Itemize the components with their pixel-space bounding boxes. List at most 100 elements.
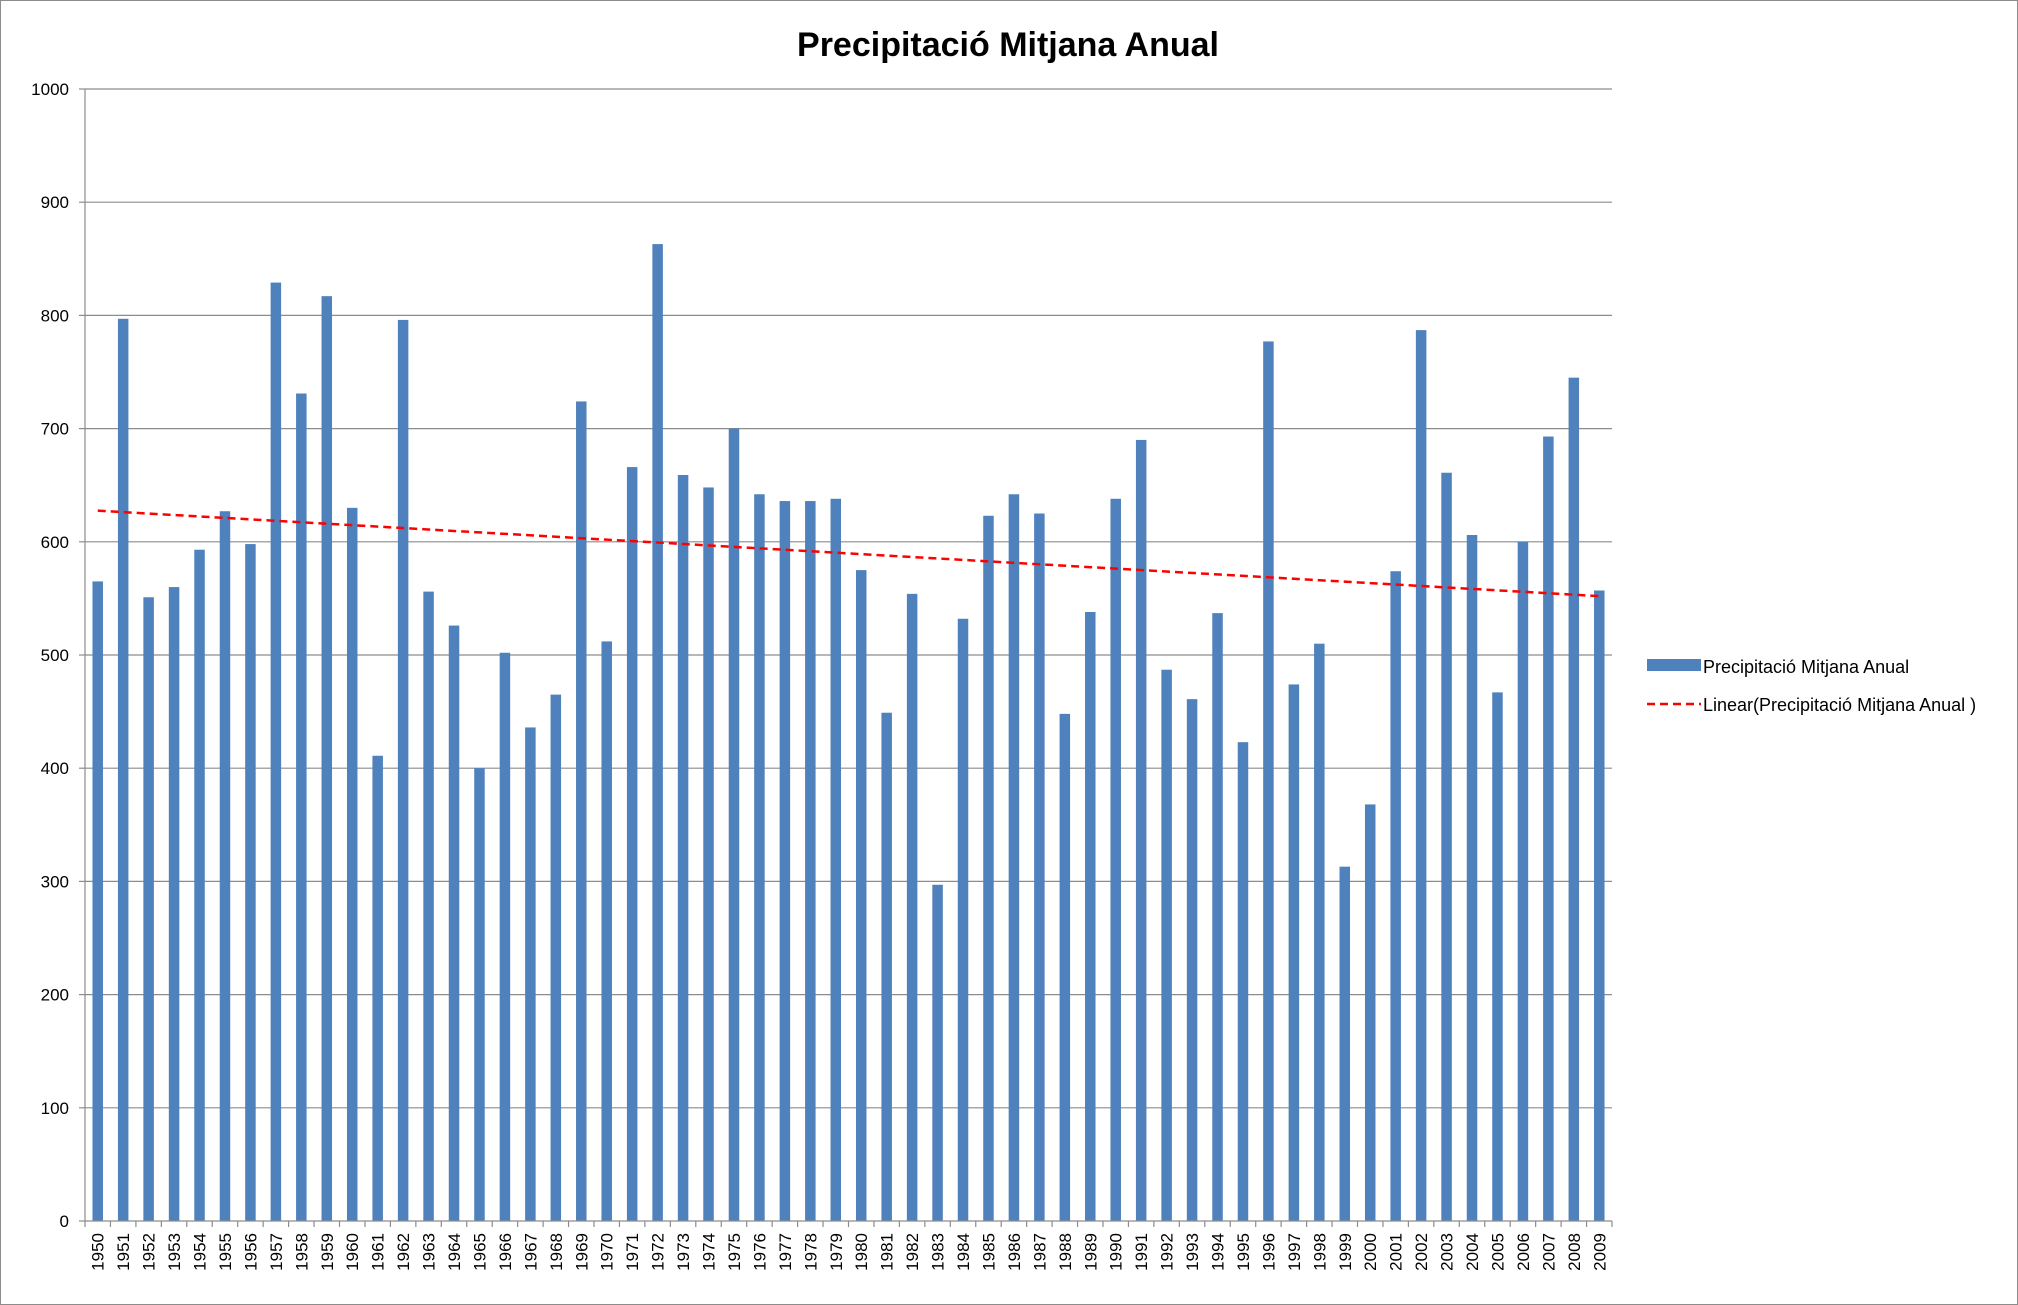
x-tick-label: 1963 xyxy=(420,1233,439,1271)
bar xyxy=(677,475,689,1222)
bar xyxy=(1364,804,1376,1221)
bar xyxy=(474,768,485,1221)
legend-trendline-label: Linear(Precipitació Mitjana Anual ) xyxy=(1703,695,1976,715)
bar xyxy=(1186,699,1198,1221)
bar xyxy=(448,625,460,1221)
bar xyxy=(1110,498,1121,1221)
x-tick-label: 2003 xyxy=(1438,1233,1457,1271)
x-tick-label: 1974 xyxy=(700,1233,719,1271)
y-tick-label: 900 xyxy=(41,193,69,212)
bar xyxy=(550,694,562,1221)
bar xyxy=(296,393,307,1221)
x-tick-label: 1997 xyxy=(1285,1233,1304,1271)
x-tick-label: 1995 xyxy=(1234,1233,1253,1271)
x-tick-label: 1999 xyxy=(1336,1233,1355,1271)
x-tick-label: 1959 xyxy=(318,1233,337,1271)
y-tick-label: 200 xyxy=(41,986,69,1005)
bar xyxy=(805,501,816,1222)
y-tick-label: 1000 xyxy=(31,80,69,99)
gridlines xyxy=(85,88,1612,1109)
bar xyxy=(1314,643,1325,1221)
x-tick-label: 1953 xyxy=(165,1233,184,1271)
bar xyxy=(576,401,587,1221)
x-tick-label: 2005 xyxy=(1488,1233,1507,1271)
bar xyxy=(1288,684,1300,1221)
bar xyxy=(1441,472,1452,1221)
x-tick-label: 1982 xyxy=(903,1233,922,1271)
x-tick-label: 1964 xyxy=(445,1233,464,1271)
x-tick-label: 1985 xyxy=(979,1233,998,1271)
x-tick-label: 1962 xyxy=(394,1233,413,1271)
x-tick-label: 1975 xyxy=(725,1233,744,1271)
trendline-layer xyxy=(97,509,1600,598)
bar xyxy=(1034,513,1045,1221)
x-tick-label: 1970 xyxy=(598,1233,617,1271)
x-tick-label: 1996 xyxy=(1259,1233,1278,1271)
bar xyxy=(168,587,180,1221)
bar xyxy=(194,549,205,1221)
legend: Precipitació Mitjana Anual Linear(Precip… xyxy=(1647,657,1976,715)
chart-title: Precipitació Mitjana Anual xyxy=(797,26,1219,64)
bar xyxy=(1059,713,1071,1221)
bar xyxy=(601,641,612,1221)
x-tick-label: 1987 xyxy=(1030,1233,1049,1271)
x-tick-label: 1998 xyxy=(1310,1233,1329,1271)
bar xyxy=(1161,669,1172,1221)
x-tick-label: 1971 xyxy=(623,1233,642,1271)
bar xyxy=(1415,330,1427,1222)
bar xyxy=(499,652,511,1221)
x-tick-label: 2006 xyxy=(1514,1233,1533,1271)
x-tick-label: 1968 xyxy=(547,1233,566,1271)
x-tick-label: 1993 xyxy=(1183,1233,1202,1271)
bar xyxy=(1594,590,1605,1221)
x-tick-label: 1969 xyxy=(572,1233,591,1271)
x-axis-ticks: 1950 1951 1952 1953 1954 1955 1956 1957 1958 1959… xyxy=(84,1221,1613,1271)
x-tick-label: 1994 xyxy=(1209,1233,1228,1271)
bar xyxy=(779,501,791,1222)
bar xyxy=(906,593,918,1221)
x-tick-label: 1976 xyxy=(750,1233,769,1271)
bar xyxy=(652,244,663,1222)
bar xyxy=(1085,611,1096,1221)
x-tick-label: 1972 xyxy=(649,1233,668,1271)
x-tick-label: 2001 xyxy=(1387,1233,1406,1271)
y-tick-label: 100 xyxy=(41,1099,69,1118)
bar xyxy=(830,498,842,1221)
bar xyxy=(92,581,103,1221)
y-axis-ticks: 0 100 200 300 400 500 600 700 800 900 1000 xyxy=(31,80,85,1231)
trendline xyxy=(97,509,1600,598)
x-tick-label: 1950 xyxy=(89,1233,108,1271)
legend-bar-label: Precipitació Mitjana Anual xyxy=(1703,657,1909,677)
bar xyxy=(855,570,867,1221)
x-tick-label: 1984 xyxy=(954,1233,973,1271)
bar xyxy=(957,618,969,1221)
legend-bar-swatch xyxy=(1647,659,1701,671)
y-tick-label: 500 xyxy=(41,646,69,665)
bars xyxy=(92,244,1605,1222)
bar xyxy=(1339,866,1351,1221)
x-tick-label: 1983 xyxy=(929,1233,948,1271)
x-tick-label: 1989 xyxy=(1081,1233,1100,1271)
x-tick-label: 1966 xyxy=(496,1233,515,1271)
y-tick-label: 700 xyxy=(41,420,69,439)
x-tick-label: 2000 xyxy=(1361,1233,1380,1271)
bar xyxy=(245,544,256,1221)
bar xyxy=(143,597,154,1221)
x-tick-label: 1978 xyxy=(801,1233,820,1271)
x-tick-label: 1980 xyxy=(852,1233,871,1271)
bar xyxy=(525,727,536,1221)
x-tick-label: 1979 xyxy=(827,1233,846,1271)
x-tick-label: 1955 xyxy=(216,1233,235,1271)
bar xyxy=(881,712,892,1221)
x-tick-label: 1957 xyxy=(267,1233,286,1271)
x-tick-label: 1954 xyxy=(191,1233,210,1271)
x-tick-label: 2004 xyxy=(1463,1233,1482,1271)
y-tick-label: 0 xyxy=(60,1212,69,1231)
x-tick-label: 1965 xyxy=(470,1233,489,1271)
x-tick-label: 1988 xyxy=(1056,1233,1075,1271)
x-tick-label: 1991 xyxy=(1132,1233,1151,1271)
bar xyxy=(703,487,714,1221)
x-tick-label: 1992 xyxy=(1158,1233,1177,1271)
